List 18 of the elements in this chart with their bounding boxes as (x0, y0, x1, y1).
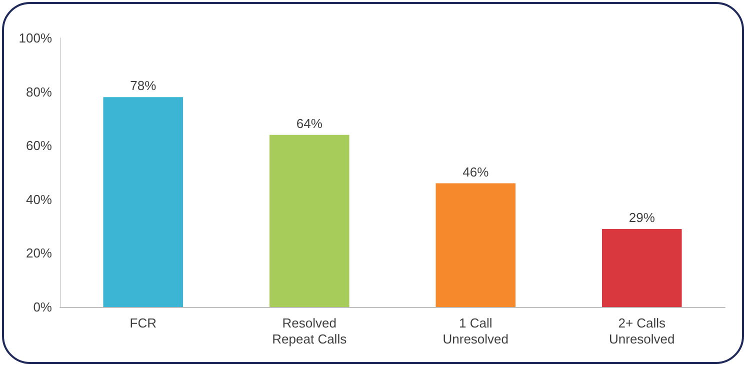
data-label: 78% (130, 78, 157, 94)
bar (602, 228, 682, 307)
y-tick-label: 20% (26, 246, 52, 261)
data-label: 29% (628, 210, 656, 225)
x-tick-label: 1 Call Unresolved (442, 316, 509, 346)
y-tick-label: 60% (26, 138, 52, 154)
x-tick-label: 2+ Calls Unresolved (608, 316, 675, 346)
data-label: 64% (296, 116, 323, 131)
bar (436, 183, 516, 307)
bar (103, 97, 184, 307)
data-label: 46% (462, 164, 490, 180)
y-tick-label: 80% (26, 84, 52, 100)
y-tick-label: 0% (33, 300, 52, 314)
bar (269, 134, 350, 307)
y-tick-label: 100% (18, 30, 52, 46)
x-tick-label: FCR (130, 316, 156, 330)
x-tick-label: Resolved Repeat Calls (272, 316, 348, 346)
y-tick-label: 40% (26, 192, 52, 207)
